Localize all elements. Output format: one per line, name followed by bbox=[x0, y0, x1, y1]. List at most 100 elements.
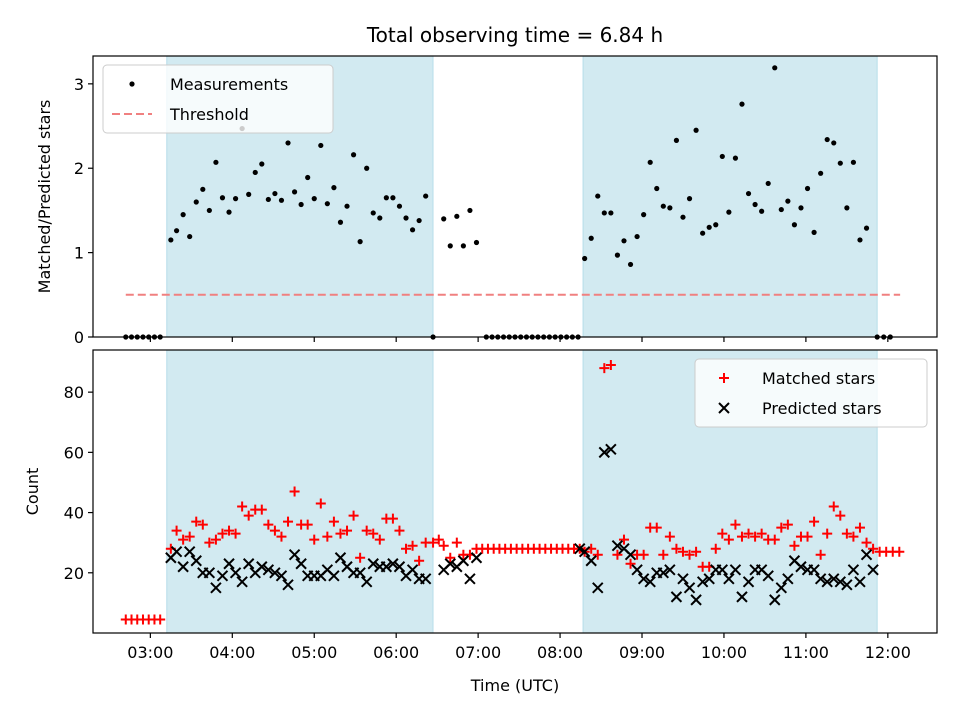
predicted-stars-point-55 bbox=[631, 564, 643, 576]
measurements-point-108 bbox=[824, 136, 830, 143]
matched-stars-point-87 bbox=[671, 543, 682, 554]
matched-stars-point-84 bbox=[651, 522, 662, 533]
matched-stars-point-8 bbox=[171, 525, 182, 536]
measurements-point-35 bbox=[350, 152, 357, 158]
top-panel: 0 1 2 3 Measurements Threshold bbox=[74, 55, 938, 347]
measurements-point-83 bbox=[660, 203, 666, 209]
measurements-point-102 bbox=[785, 198, 791, 204]
measurements-point-52 bbox=[467, 207, 473, 214]
matched-stars-point-114 bbox=[848, 531, 859, 542]
measurements-point-14 bbox=[213, 159, 219, 165]
predicted-stars-point-51 bbox=[605, 443, 617, 456]
measurements-point-97 bbox=[752, 201, 758, 208]
measurements-point-7 bbox=[168, 237, 174, 243]
predicted-stars-point-19 bbox=[288, 549, 301, 561]
predicted-stars-point-10 bbox=[229, 567, 242, 579]
matched-stars-point-96 bbox=[730, 519, 741, 530]
matched-stars-point-35 bbox=[348, 510, 359, 521]
measurements-point-82 bbox=[654, 185, 660, 192]
measurements-point-84 bbox=[667, 205, 673, 211]
matched-stars-point-38 bbox=[368, 528, 379, 539]
measurements-point-80 bbox=[641, 212, 647, 218]
measurements-point-43 bbox=[403, 215, 409, 221]
matched-stars-point-76 bbox=[599, 363, 610, 374]
predicted-stars-point-45 bbox=[470, 552, 483, 564]
measurements-point-30 bbox=[318, 142, 324, 149]
measurements-point-72 bbox=[588, 235, 594, 241]
matched-stars-point-44 bbox=[407, 540, 418, 551]
chart-title: Total observing time = 6.84 h bbox=[366, 23, 663, 47]
x-tick-label-9: 12:00 bbox=[865, 643, 911, 662]
y-tick-label-1: 1 bbox=[74, 244, 84, 263]
measurements-point-79 bbox=[634, 233, 640, 240]
predicted-stars-point-52 bbox=[611, 539, 624, 552]
predicted-stars-point-61 bbox=[670, 591, 683, 603]
measurements-point-81 bbox=[647, 159, 653, 165]
measurements-point-90 bbox=[706, 224, 712, 230]
predicted-stars-point-63 bbox=[683, 582, 696, 594]
predicted-stars-point-75 bbox=[762, 570, 774, 582]
predicted-stars-point-14 bbox=[256, 561, 268, 573]
measurements-point-50 bbox=[454, 213, 460, 219]
predicted-stars-point-56 bbox=[637, 573, 650, 585]
measurements-point-78 bbox=[627, 261, 634, 268]
legend-marker-matched-stars bbox=[719, 373, 729, 383]
measurements-point-33 bbox=[337, 219, 344, 225]
measurements-point-91 bbox=[713, 222, 719, 228]
predicted-stars-point-62 bbox=[677, 573, 689, 585]
measurements-point-11 bbox=[193, 199, 199, 205]
predicted-stars-point-83 bbox=[814, 573, 827, 585]
matched-stars-point-47 bbox=[428, 537, 439, 548]
measurements-point-103 bbox=[791, 222, 798, 228]
measurements-point-89 bbox=[700, 230, 706, 236]
measurements-point-39 bbox=[377, 215, 383, 221]
predicted-stars-point-64 bbox=[690, 594, 702, 606]
matched-stars-point-50 bbox=[445, 552, 456, 563]
matched-stars-point-48 bbox=[433, 534, 444, 545]
axes-frame bbox=[92, 55, 938, 338]
predicted-stars-point-84 bbox=[821, 576, 833, 588]
matched-stars-point-42 bbox=[394, 525, 405, 536]
measurements-point-75 bbox=[608, 210, 614, 216]
matched-stars-point-21 bbox=[256, 504, 267, 515]
predicted-stars-point-50 bbox=[598, 446, 611, 459]
measurements-point-88 bbox=[693, 127, 699, 133]
predicted-stars-point-88 bbox=[847, 564, 860, 576]
x-tick-label-1: 04:00 bbox=[209, 643, 255, 662]
measurements-point-16 bbox=[226, 209, 232, 215]
measurements-point-15 bbox=[219, 195, 226, 201]
predicted-stars-point-47 bbox=[578, 546, 591, 558]
matched-stars-point-41 bbox=[387, 513, 398, 524]
measurements-point-93 bbox=[726, 209, 732, 215]
measurements-point-86 bbox=[680, 214, 686, 220]
measurements-point-105 bbox=[804, 185, 811, 192]
predicted-stars-point-1 bbox=[170, 546, 183, 558]
matched-stars-point-12 bbox=[197, 519, 208, 530]
matched-stars-point-18 bbox=[237, 501, 248, 512]
legend-box bbox=[694, 358, 928, 428]
predicted-stars-point-6 bbox=[203, 567, 216, 579]
matched-stars-point-37 bbox=[361, 525, 372, 536]
measurements-point-114 bbox=[863, 225, 870, 231]
measurements-point-22 bbox=[265, 196, 271, 203]
measurements-point-27 bbox=[298, 201, 304, 208]
observing-window-1 bbox=[166, 349, 434, 634]
matched-stars-point-108 bbox=[809, 516, 820, 527]
measurements-point-73 bbox=[595, 193, 601, 199]
predicted-stars-point-77 bbox=[775, 582, 788, 594]
predicted-stars-point-9 bbox=[223, 558, 235, 570]
y-tick-label-0: 0 bbox=[74, 328, 84, 347]
predicted-stars-point-37 bbox=[406, 564, 419, 576]
matched-stars-point-107 bbox=[802, 531, 813, 542]
predicted-stars-point-91 bbox=[867, 564, 879, 576]
predicted-stars-point-33 bbox=[380, 561, 393, 573]
matched-stars-point-104 bbox=[782, 519, 793, 530]
matched-stars-point-31 bbox=[322, 531, 333, 542]
matched-stars-point-89 bbox=[684, 549, 695, 560]
measurements-point-109 bbox=[831, 140, 837, 146]
predicted-stars-point-20 bbox=[295, 558, 307, 570]
measurements-point-23 bbox=[272, 190, 278, 197]
measurements-point-104 bbox=[798, 205, 804, 211]
measurements-point-26 bbox=[291, 189, 298, 195]
matched-stars-point-93 bbox=[710, 543, 721, 554]
